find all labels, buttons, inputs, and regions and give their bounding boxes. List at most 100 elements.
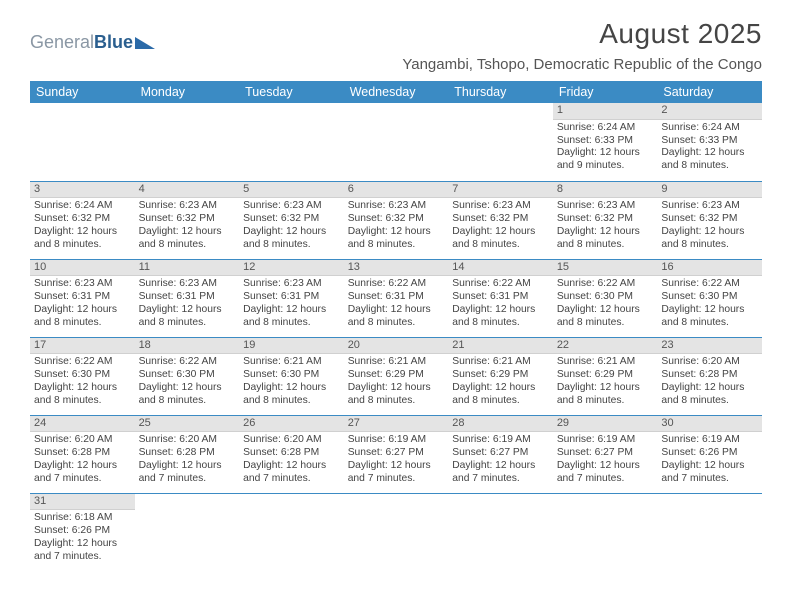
day-number: 12 (239, 260, 344, 277)
calendar-day-cell: 5Sunrise: 6:23 AMSunset: 6:32 PMDaylight… (239, 181, 344, 259)
sunset-text: Sunset: 6:27 PM (452, 447, 549, 460)
daylight-text: Daylight: 12 hours (661, 304, 758, 317)
day-number: 28 (448, 416, 553, 433)
calendar-week-row: 17Sunrise: 6:22 AMSunset: 6:30 PMDayligh… (30, 337, 762, 415)
day-header: Sunday (30, 81, 135, 103)
sunset-text: Sunset: 6:32 PM (34, 213, 131, 226)
brand-part2: Blue (94, 32, 133, 53)
flag-icon (135, 35, 157, 51)
sunrise-text: Sunrise: 6:19 AM (452, 434, 549, 447)
daylight-text-2: and 8 minutes. (557, 317, 654, 330)
day-details: Sunrise: 6:22 AMSunset: 6:31 PMDaylight:… (344, 276, 449, 332)
day-details: Sunrise: 6:24 AMSunset: 6:33 PMDaylight:… (657, 120, 762, 176)
day-number: 5 (239, 182, 344, 199)
daylight-text-2: and 8 minutes. (243, 317, 340, 330)
sunrise-text: Sunrise: 6:23 AM (661, 200, 758, 213)
daylight-text: Daylight: 12 hours (348, 460, 445, 473)
daylight-text: Daylight: 12 hours (661, 147, 758, 160)
sunrise-text: Sunrise: 6:23 AM (243, 200, 340, 213)
sunrise-text: Sunrise: 6:20 AM (661, 356, 758, 369)
day-header: Monday (135, 81, 240, 103)
day-details: Sunrise: 6:23 AMSunset: 6:31 PMDaylight:… (135, 276, 240, 332)
sunset-text: Sunset: 6:30 PM (557, 291, 654, 304)
sunrise-text: Sunrise: 6:23 AM (348, 200, 445, 213)
daylight-text: Daylight: 12 hours (661, 460, 758, 473)
day-details: Sunrise: 6:22 AMSunset: 6:30 PMDaylight:… (135, 354, 240, 410)
day-number: 16 (657, 260, 762, 277)
sunrise-text: Sunrise: 6:21 AM (557, 356, 654, 369)
day-details: Sunrise: 6:23 AMSunset: 6:31 PMDaylight:… (30, 276, 135, 332)
day-number: 1 (553, 103, 658, 120)
day-details: Sunrise: 6:23 AMSunset: 6:32 PMDaylight:… (448, 198, 553, 254)
sunrise-text: Sunrise: 6:22 AM (557, 278, 654, 291)
calendar-day-cell: 19Sunrise: 6:21 AMSunset: 6:30 PMDayligh… (239, 337, 344, 415)
sunset-text: Sunset: 6:28 PM (139, 447, 236, 460)
calendar-week-row: 3Sunrise: 6:24 AMSunset: 6:32 PMDaylight… (30, 181, 762, 259)
day-number: 29 (553, 416, 658, 433)
sunrise-text: Sunrise: 6:24 AM (34, 200, 131, 213)
day-details: Sunrise: 6:20 AMSunset: 6:28 PMDaylight:… (657, 354, 762, 410)
sunrise-text: Sunrise: 6:23 AM (243, 278, 340, 291)
day-number: 20 (344, 338, 449, 355)
day-details: Sunrise: 6:23 AMSunset: 6:32 PMDaylight:… (553, 198, 658, 254)
day-number: 31 (30, 494, 135, 511)
calendar-day-cell: 10Sunrise: 6:23 AMSunset: 6:31 PMDayligh… (30, 259, 135, 337)
day-number: 22 (553, 338, 658, 355)
day-number: 24 (30, 416, 135, 433)
calendar-day-cell: 31Sunrise: 6:18 AMSunset: 6:26 PMDayligh… (30, 493, 135, 571)
sunset-text: Sunset: 6:32 PM (452, 213, 549, 226)
calendar-day-cell: 21Sunrise: 6:21 AMSunset: 6:29 PMDayligh… (448, 337, 553, 415)
day-details: Sunrise: 6:19 AMSunset: 6:27 PMDaylight:… (344, 432, 449, 488)
day-details: Sunrise: 6:21 AMSunset: 6:29 PMDaylight:… (553, 354, 658, 410)
sunset-text: Sunset: 6:33 PM (661, 135, 758, 148)
calendar-day-cell: 20Sunrise: 6:21 AMSunset: 6:29 PMDayligh… (344, 337, 449, 415)
daylight-text: Daylight: 12 hours (139, 382, 236, 395)
brand-logo: GeneralBlue (30, 32, 157, 53)
daylight-text-2: and 8 minutes. (34, 395, 131, 408)
day-details: Sunrise: 6:23 AMSunset: 6:31 PMDaylight:… (239, 276, 344, 332)
calendar-page: GeneralBlue August 2025 Yangambi, Tshopo… (0, 0, 792, 581)
daylight-text-2: and 7 minutes. (557, 473, 654, 486)
day-header: Wednesday (344, 81, 449, 103)
calendar-day-cell (448, 103, 553, 181)
daylight-text-2: and 8 minutes. (661, 160, 758, 173)
calendar-day-cell (239, 103, 344, 181)
calendar-day-cell: 29Sunrise: 6:19 AMSunset: 6:27 PMDayligh… (553, 415, 658, 493)
daylight-text: Daylight: 12 hours (557, 147, 654, 160)
sunset-text: Sunset: 6:28 PM (243, 447, 340, 460)
calendar-day-cell: 16Sunrise: 6:22 AMSunset: 6:30 PMDayligh… (657, 259, 762, 337)
day-number: 27 (344, 416, 449, 433)
day-number: 9 (657, 182, 762, 199)
calendar-week-row: 10Sunrise: 6:23 AMSunset: 6:31 PMDayligh… (30, 259, 762, 337)
day-header: Tuesday (239, 81, 344, 103)
day-number: 8 (553, 182, 658, 199)
sunset-text: Sunset: 6:32 PM (243, 213, 340, 226)
sunset-text: Sunset: 6:32 PM (557, 213, 654, 226)
sunrise-text: Sunrise: 6:20 AM (243, 434, 340, 447)
title-block: August 2025 Yangambi, Tshopo, Democratic… (402, 18, 762, 73)
sunrise-text: Sunrise: 6:19 AM (661, 434, 758, 447)
brand-part1: General (30, 32, 94, 53)
sunset-text: Sunset: 6:30 PM (139, 369, 236, 382)
day-number: 25 (135, 416, 240, 433)
daylight-text-2: and 8 minutes. (139, 317, 236, 330)
daylight-text: Daylight: 12 hours (557, 226, 654, 239)
day-details: Sunrise: 6:19 AMSunset: 6:27 PMDaylight:… (448, 432, 553, 488)
calendar-day-cell: 12Sunrise: 6:23 AMSunset: 6:31 PMDayligh… (239, 259, 344, 337)
calendar-day-cell: 30Sunrise: 6:19 AMSunset: 6:26 PMDayligh… (657, 415, 762, 493)
daylight-text-2: and 7 minutes. (452, 473, 549, 486)
sunset-text: Sunset: 6:30 PM (661, 291, 758, 304)
sunrise-text: Sunrise: 6:23 AM (139, 278, 236, 291)
daylight-text-2: and 7 minutes. (661, 473, 758, 486)
day-number: 17 (30, 338, 135, 355)
calendar-day-cell: 15Sunrise: 6:22 AMSunset: 6:30 PMDayligh… (553, 259, 658, 337)
daylight-text-2: and 7 minutes. (139, 473, 236, 486)
day-number: 2 (657, 103, 762, 120)
daylight-text: Daylight: 12 hours (34, 226, 131, 239)
day-details: Sunrise: 6:22 AMSunset: 6:30 PMDaylight:… (657, 276, 762, 332)
sunrise-text: Sunrise: 6:20 AM (139, 434, 236, 447)
calendar-day-cell (344, 493, 449, 571)
sunset-text: Sunset: 6:28 PM (661, 369, 758, 382)
daylight-text: Daylight: 12 hours (452, 226, 549, 239)
daylight-text: Daylight: 12 hours (557, 460, 654, 473)
